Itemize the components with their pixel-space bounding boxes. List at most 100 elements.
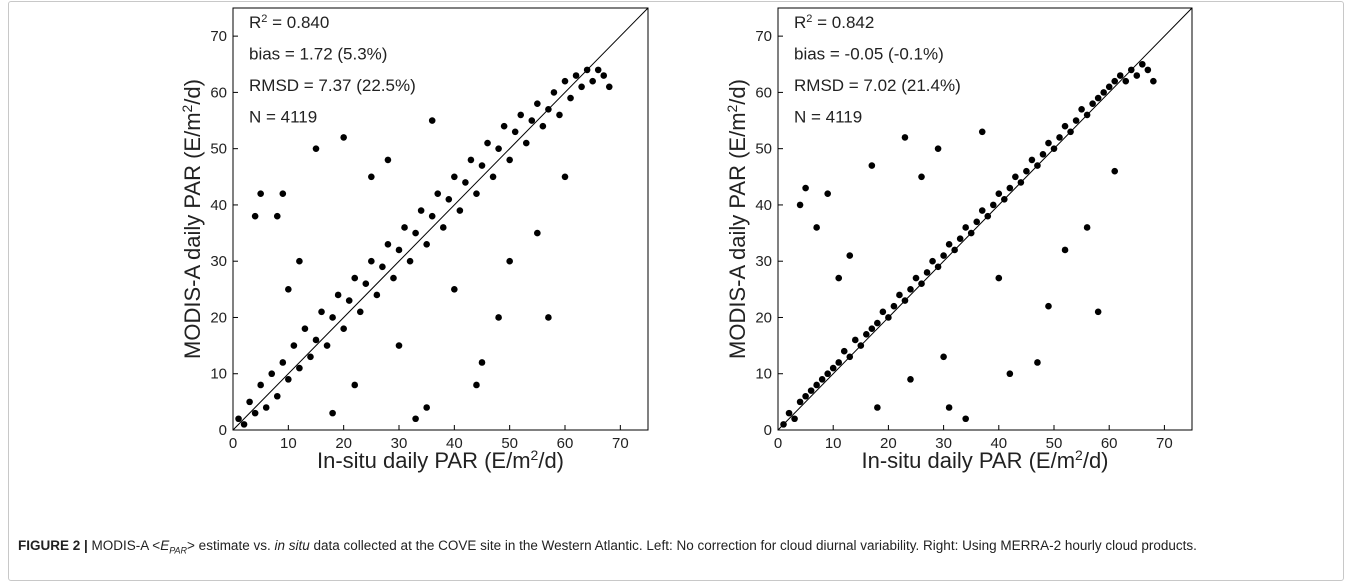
data-point — [439, 224, 447, 231]
data-point — [1034, 359, 1041, 366]
data-point — [478, 162, 486, 169]
data-point — [1056, 134, 1063, 141]
data-point — [879, 308, 887, 316]
y-tick-label: 30 — [210, 253, 227, 270]
data-point — [428, 117, 436, 124]
annotation: bias = -0.05 (-0.1%) — [794, 45, 944, 64]
caption-segment: > estimate vs. — [187, 538, 275, 553]
data-point — [506, 156, 513, 164]
data-point — [901, 297, 909, 304]
data-point — [561, 173, 569, 181]
data-point — [500, 122, 508, 130]
y-axis-label-part: /d) — [180, 79, 205, 105]
data-point — [923, 269, 931, 276]
data-point — [384, 241, 392, 248]
data-point — [379, 263, 386, 271]
data-point — [351, 274, 359, 282]
data-point — [340, 325, 347, 333]
data-point — [545, 105, 552, 113]
annotation-part: = 0.842 — [812, 13, 874, 32]
data-point — [1111, 77, 1119, 85]
data-point — [522, 139, 530, 147]
x-tick-label: 60 — [557, 435, 574, 452]
x-tick-label: 10 — [825, 435, 842, 452]
x-tick-label: 0 — [774, 435, 782, 452]
data-point — [329, 409, 336, 417]
data-point — [780, 421, 787, 428]
data-point — [1144, 66, 1152, 74]
data-point — [417, 207, 425, 214]
data-point — [1034, 162, 1041, 169]
caption: FIGURE 2 | MODIS-A <EPAR> estimate vs. i… — [18, 533, 1338, 564]
data-point — [257, 190, 264, 197]
data-point — [918, 173, 925, 181]
data-point — [1089, 100, 1096, 107]
data-point — [578, 83, 585, 91]
data-point — [334, 291, 342, 299]
data-point — [312, 336, 320, 344]
data-point — [489, 173, 497, 181]
data-point — [984, 212, 992, 220]
data-point — [434, 190, 442, 197]
data-point — [846, 252, 854, 259]
data-point — [874, 319, 881, 327]
annotation: bias = 1.72 (5.3%) — [249, 45, 387, 64]
data-point — [340, 134, 347, 141]
data-point — [1045, 139, 1052, 147]
y-axis-label-part: /d) — [725, 79, 750, 105]
annotation-part: bias = -0.05 (-0.1%) — [794, 45, 944, 64]
data-point — [356, 308, 364, 316]
x-tick-label: 30 — [391, 435, 408, 452]
data-point — [312, 145, 320, 152]
annotation-part: N = 4119 — [249, 108, 317, 127]
data-point — [384, 156, 392, 164]
y-axis-label-part: 2 — [179, 104, 195, 112]
y-tick-label: 0 — [764, 422, 772, 439]
data-point — [600, 72, 608, 79]
y-tick-label: 70 — [755, 28, 772, 45]
caption-segment: FIGURE 2 | — [18, 538, 92, 553]
y-tick-label: 60 — [210, 84, 227, 101]
data-point — [1078, 105, 1085, 113]
data-point — [484, 139, 491, 147]
data-point — [1050, 145, 1058, 152]
data-point — [368, 173, 375, 181]
data-point — [567, 94, 574, 102]
x-axis-label-part: /d) — [1083, 448, 1109, 473]
data-point — [401, 224, 408, 231]
data-point — [329, 314, 336, 321]
data-point — [934, 145, 942, 152]
x-tick-label: 40 — [446, 435, 463, 452]
y-axis-label: MODIS-A daily PAR (E/m2/d) — [179, 79, 205, 359]
data-point — [868, 325, 876, 333]
annotation: RMSD = 7.37 (22.5%) — [249, 76, 416, 95]
y-tick-label: 20 — [210, 309, 227, 326]
data-point — [901, 134, 909, 141]
data-point — [785, 409, 793, 417]
data-point — [1023, 167, 1030, 175]
data-point — [368, 257, 375, 265]
data-point — [1012, 173, 1019, 181]
one-to-one-line — [232, 7, 649, 431]
data-point — [478, 359, 486, 366]
x-tick-label: 20 — [335, 435, 352, 452]
data-point — [1072, 117, 1080, 124]
data-point — [1094, 94, 1102, 102]
data-point — [351, 381, 359, 389]
data-point — [1139, 60, 1146, 68]
caption-segment: in situ — [274, 538, 310, 553]
data-point — [296, 364, 303, 372]
x-tick-label: 50 — [1046, 435, 1063, 452]
caption-segment: MODIS-A < — [91, 538, 161, 553]
data-point — [473, 381, 480, 389]
data-point — [796, 398, 804, 406]
data-point — [802, 184, 809, 192]
x-axis-label-part: In-situ daily PAR (E/m — [317, 448, 531, 473]
data-point — [1067, 128, 1074, 136]
x-axis-label-part: In-situ daily PAR (E/m — [861, 448, 1075, 473]
data-point — [279, 359, 287, 366]
data-point — [594, 66, 602, 74]
data-point — [589, 77, 596, 85]
